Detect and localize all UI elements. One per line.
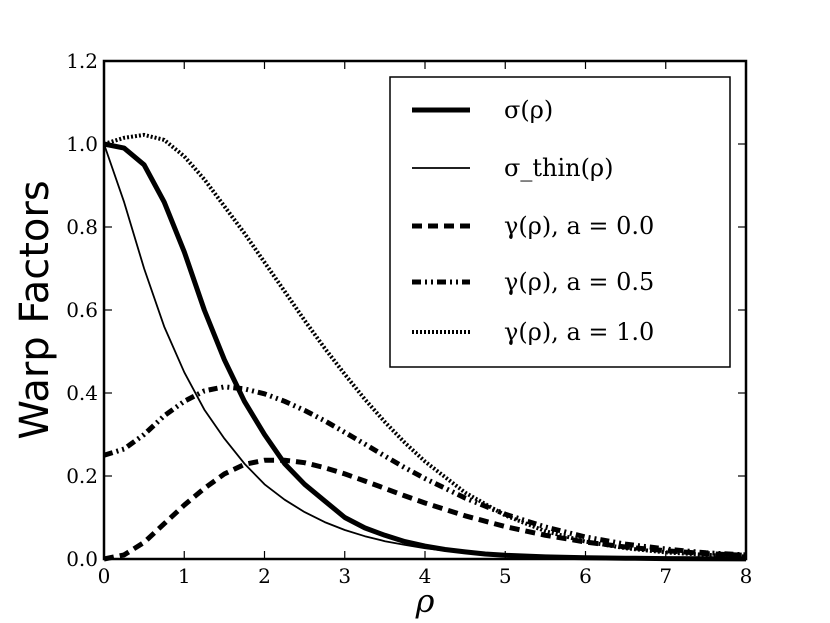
y-tick-label: 0.2: [66, 464, 98, 488]
y-tick-label: 0.4: [66, 381, 98, 405]
x-tick-label: 1: [178, 564, 191, 588]
x-tick-label: 4: [419, 564, 432, 588]
legend: σ(ρ) σ_thin(ρ) γ(ρ), a = 0.0 γ(ρ), a = 0.5 γ…: [389, 76, 731, 368]
legend-box: [389, 76, 731, 368]
axis-ticks: [103, 60, 747, 560]
x-tick-label: 6: [579, 564, 592, 588]
x-tick-label: 7: [659, 564, 672, 588]
x-tick-labels: 0 1 2 3 4 5 6 7 8: [98, 564, 753, 588]
x-tick-label: 8: [740, 564, 753, 588]
legend-label-4: γ(ρ), a = 1.0: [504, 318, 654, 346]
series-line-3: [103, 384, 747, 558]
plot-curves: [103, 132, 747, 562]
legend-label-2: γ(ρ), a = 0.0: [504, 212, 654, 240]
y-tick-label: 0.6: [66, 298, 98, 322]
legend-label-0: σ(ρ): [504, 96, 553, 124]
x-tick-label: 5: [499, 564, 512, 588]
y-tick-label: 0.0: [66, 547, 98, 571]
y-tick-label: 0.8: [66, 215, 98, 239]
y-tick-label: 1.0: [66, 132, 98, 156]
x-tick-label: 2: [258, 564, 271, 588]
legend-label-1: σ_thin(ρ): [504, 154, 613, 182]
series-line-0: [103, 141, 747, 562]
y-tick-labels: 0.0 0.2 0.4 0.6 0.8 1.0 1.2: [66, 49, 98, 571]
legend-label-3: γ(ρ), a = 0.5: [504, 268, 654, 296]
x-tick-label: 3: [338, 564, 351, 588]
series-line-2: [103, 457, 747, 562]
y-tick-label: 1.2: [66, 49, 98, 73]
x-axis-title: ρ: [415, 582, 435, 620]
y-axis-title: Warp Factors: [12, 180, 58, 439]
x-tick-label: 0: [98, 564, 111, 588]
